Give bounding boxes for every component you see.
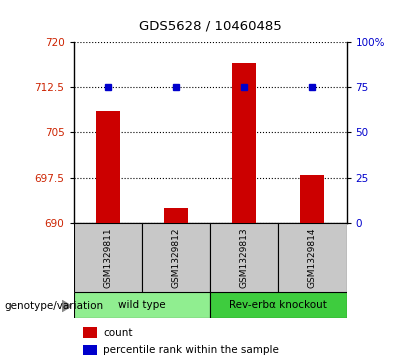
Bar — [164, 208, 188, 223]
Text: genotype/variation: genotype/variation — [4, 301, 103, 311]
Bar — [83, 327, 97, 338]
FancyBboxPatch shape — [74, 223, 142, 292]
Bar — [210, 292, 346, 318]
Text: GSM1329814: GSM1329814 — [308, 228, 317, 288]
Text: GSM1329813: GSM1329813 — [240, 227, 249, 288]
Bar — [74, 292, 210, 318]
Bar — [232, 63, 256, 223]
Text: GSM1329812: GSM1329812 — [171, 228, 180, 288]
Text: percentile rank within the sample: percentile rank within the sample — [103, 345, 279, 355]
Text: Rev-erbα knockout: Rev-erbα knockout — [229, 300, 327, 310]
Text: wild type: wild type — [118, 300, 165, 310]
FancyBboxPatch shape — [210, 223, 278, 292]
Bar — [83, 345, 97, 355]
Text: GSM1329811: GSM1329811 — [103, 227, 112, 288]
Bar — [96, 111, 120, 223]
Text: GDS5628 / 10460485: GDS5628 / 10460485 — [139, 20, 281, 33]
Text: count: count — [103, 327, 133, 338]
Polygon shape — [62, 301, 71, 311]
FancyBboxPatch shape — [142, 223, 210, 292]
FancyBboxPatch shape — [278, 223, 346, 292]
Bar — [300, 175, 324, 223]
